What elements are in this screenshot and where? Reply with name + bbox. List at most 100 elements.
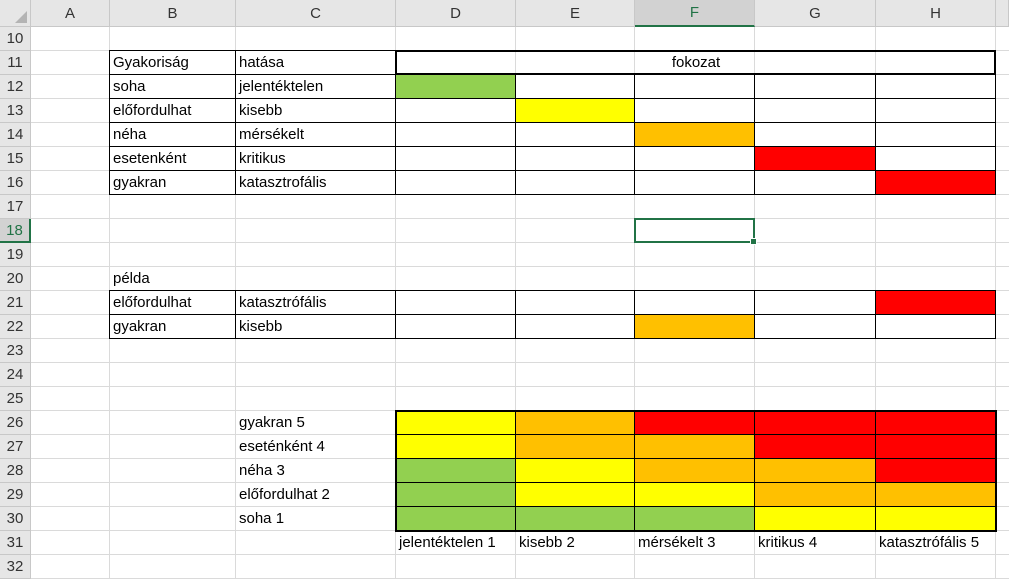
row-header-23[interactable]: 23 <box>0 339 31 363</box>
row-header-18[interactable]: 18 <box>0 219 31 243</box>
risk-matrix-column-label[interactable]: mérsékelt 3 <box>638 534 716 551</box>
risk-matrix-row-label[interactable]: gyakran 5 <box>239 414 305 431</box>
risk-matrix-column-label[interactable]: jelentéktelen 1 <box>399 534 496 551</box>
column-header-f[interactable]: F <box>635 0 755 27</box>
row-header-15[interactable]: 15 <box>0 147 31 171</box>
risk-matrix-column-label[interactable]: katasztrófális 5 <box>879 534 980 551</box>
example-cell-border <box>634 290 755 315</box>
column-header-h[interactable]: H <box>876 0 996 27</box>
risk-matrix-cell[interactable] <box>635 411 755 435</box>
table1-frequency-cell[interactable]: gyakran <box>113 174 167 191</box>
row-header-25[interactable]: 25 <box>0 387 31 411</box>
risk-matrix-row-label[interactable]: néha 3 <box>239 462 285 479</box>
example-cell-border <box>515 314 635 339</box>
row-header-26[interactable]: 26 <box>0 411 31 435</box>
table1-frequency-cell[interactable]: soha <box>113 78 146 95</box>
row-header-17[interactable]: 17 <box>0 195 31 219</box>
row-header-27[interactable]: 27 <box>0 435 31 459</box>
risk-matrix-gridline <box>634 410 635 531</box>
risk-matrix-column-label[interactable]: kisebb 2 <box>519 534 575 551</box>
example-impact-cell[interactable]: katasztrófális <box>239 294 327 311</box>
row-header-32[interactable]: 32 <box>0 555 31 579</box>
row-header-31[interactable]: 31 <box>0 531 31 555</box>
row-header-14[interactable]: 14 <box>0 123 31 147</box>
row-header-28[interactable]: 28 <box>0 459 31 483</box>
risk-matrix-cell[interactable] <box>396 459 516 483</box>
table1-level-fill-5[interactable] <box>876 171 995 194</box>
risk-matrix-cell[interactable] <box>396 411 516 435</box>
example-impact-cell[interactable]: kisebb <box>239 318 283 335</box>
column-header-g[interactable]: G <box>755 0 876 27</box>
table1-frequency-cell[interactable]: néha <box>113 126 147 143</box>
example-level-fill-1[interactable] <box>876 291 995 314</box>
risk-matrix-cell[interactable] <box>516 459 635 483</box>
risk-matrix-column-label[interactable]: kritikus 4 <box>758 534 818 551</box>
risk-matrix-cell[interactable] <box>396 507 516 531</box>
table1-level-fill-3[interactable] <box>635 123 754 146</box>
row-header-29[interactable]: 29 <box>0 483 31 507</box>
risk-matrix-cell[interactable] <box>635 459 755 483</box>
table1-level-fill-1[interactable] <box>396 75 515 98</box>
example-level-fill-2[interactable] <box>635 315 754 338</box>
risk-matrix-cell[interactable] <box>516 507 635 531</box>
column-header-c[interactable]: C <box>236 0 396 27</box>
row-header-22[interactable]: 22 <box>0 315 31 339</box>
table1-impact-cell[interactable]: katasztrofális <box>239 174 327 191</box>
row-header-21[interactable]: 21 <box>0 291 31 315</box>
risk-matrix-cell[interactable] <box>635 507 755 531</box>
table1-impact-cell[interactable]: jelentéktelen <box>239 78 324 95</box>
risk-matrix-cell[interactable] <box>755 411 876 435</box>
example-frequency-cell[interactable]: gyakran <box>113 318 167 335</box>
risk-matrix-row-label[interactable]: előfordulhat 2 <box>239 486 330 503</box>
risk-matrix-cell[interactable] <box>755 435 876 459</box>
table1-cell-border <box>634 146 755 171</box>
column-header-b[interactable]: B <box>110 0 236 27</box>
table1-frequency-cell[interactable]: előfordulhat <box>113 102 192 119</box>
table1-impact-cell[interactable]: mérsékelt <box>239 126 305 143</box>
selected-cell-indicator[interactable] <box>634 218 757 245</box>
risk-matrix-cell[interactable] <box>635 483 755 507</box>
row-header-30[interactable]: 30 <box>0 507 31 531</box>
table1-header-level[interactable]: fokozat <box>671 54 721 71</box>
table1-header-frequency[interactable]: Gyakoriság <box>113 54 189 71</box>
risk-matrix-cell[interactable] <box>876 435 996 459</box>
row-header-20[interactable]: 20 <box>0 267 31 291</box>
column-header-d[interactable]: D <box>396 0 516 27</box>
risk-matrix-cell[interactable] <box>516 435 635 459</box>
risk-matrix-cell[interactable] <box>396 483 516 507</box>
example-label[interactable]: példa <box>113 270 150 287</box>
table1-level-fill-4[interactable] <box>755 147 875 170</box>
table1-impact-cell[interactable]: kritikus <box>239 150 286 167</box>
risk-matrix-cell[interactable] <box>635 435 755 459</box>
risk-matrix-row-label[interactable]: soha 1 <box>239 510 285 527</box>
risk-matrix-cell[interactable] <box>755 507 876 531</box>
risk-matrix-cell[interactable] <box>876 483 996 507</box>
risk-matrix-cell[interactable] <box>755 459 876 483</box>
risk-matrix-cell[interactable] <box>516 483 635 507</box>
row-header-11[interactable]: 11 <box>0 51 31 75</box>
row-header-10[interactable]: 10 <box>0 27 31 51</box>
column-header-a[interactable]: A <box>31 0 110 27</box>
row-header-13[interactable]: 13 <box>0 99 31 123</box>
table1-header-impact[interactable]: hatása <box>239 54 285 71</box>
column-header-e[interactable]: E <box>516 0 635 27</box>
risk-matrix-cell[interactable] <box>516 411 635 435</box>
table1-impact-cell[interactable]: kisebb <box>239 102 283 119</box>
risk-matrix-cell[interactable] <box>876 411 996 435</box>
risk-matrix-row-label[interactable]: eseténként 4 <box>239 438 325 455</box>
select-all-corner[interactable] <box>0 0 31 27</box>
risk-matrix-cell[interactable] <box>755 483 876 507</box>
risk-matrix-cell[interactable] <box>876 507 996 531</box>
row-header-16[interactable]: 16 <box>0 171 31 195</box>
example-frequency-cell[interactable]: előfordulhat <box>113 294 192 311</box>
table1-level-fill-2[interactable] <box>516 99 634 122</box>
row-header-24[interactable]: 24 <box>0 363 31 387</box>
table1-frequency-cell[interactable]: esetenként <box>113 150 187 167</box>
row-header-12[interactable]: 12 <box>0 75 31 99</box>
risk-matrix-cell[interactable] <box>876 459 996 483</box>
table1-cell-border <box>875 74 996 99</box>
risk-matrix-cell[interactable] <box>396 435 516 459</box>
row-header-19[interactable]: 19 <box>0 243 31 267</box>
column-header-overflow[interactable] <box>996 0 1009 27</box>
